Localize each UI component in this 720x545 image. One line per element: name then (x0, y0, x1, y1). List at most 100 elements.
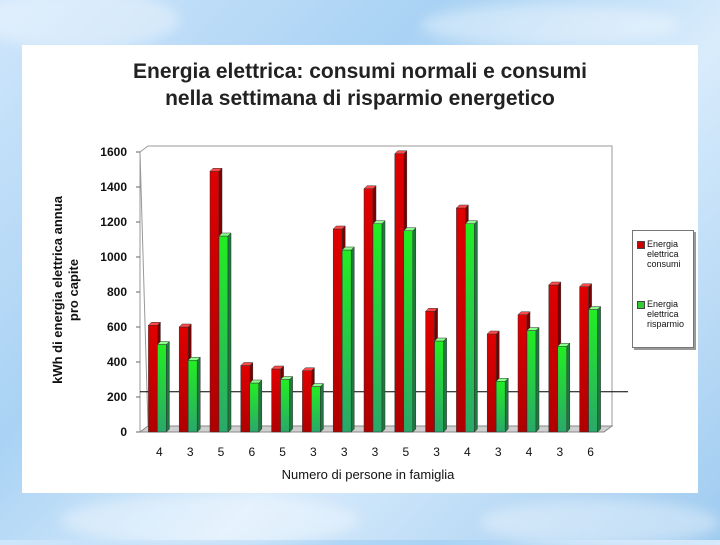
x-category-label: 5 (218, 445, 225, 459)
bar-risparmio-top (372, 220, 386, 224)
x-category-label: 3 (341, 445, 348, 459)
x-category-label: 6 (248, 445, 255, 459)
bar-risparmio-side (566, 342, 571, 433)
bar-risparmio-side (381, 220, 386, 433)
bar-risparmio (218, 232, 232, 433)
bar-risparmio-front (249, 382, 260, 433)
bar-risparmio-front (341, 249, 352, 433)
bar-risparmio-front (218, 235, 229, 433)
y-tick-label: 1200 (100, 215, 127, 229)
legend: Energia elettrica consumi Energia elettr… (632, 230, 694, 348)
bar-risparmio-side (412, 227, 417, 433)
x-category-label: 4 (156, 445, 163, 459)
bar-consumi-top (578, 283, 593, 287)
bar-risparmio-front (403, 230, 414, 433)
bar-risparmio-side (196, 356, 201, 433)
bar-risparmio-top (218, 232, 232, 237)
x-category-label: 5 (279, 445, 286, 459)
bar-consumi-top (209, 168, 223, 172)
bar-risparmio-side (597, 305, 601, 433)
bar-consumi-front (579, 286, 589, 433)
bar-risparmio-side (258, 379, 263, 433)
bar-consumi-front (394, 153, 405, 433)
y-tick-label: 400 (107, 355, 127, 369)
bar-risparmio-front (526, 330, 537, 433)
bar-risparmio-top (249, 379, 263, 384)
bar-consumi-top (240, 362, 254, 366)
x-category-label: 6 (587, 445, 594, 459)
bar-risparmio-side (504, 377, 509, 433)
bar-consumi-top (178, 323, 192, 328)
bar-risparmio (557, 342, 571, 433)
bar-consumi-front (425, 311, 435, 433)
legend-consumi-line-3: consumi (647, 259, 681, 269)
bar-risparmio-side (320, 382, 324, 433)
bar-risparmio-side (289, 375, 293, 433)
bar-consumi-front (271, 368, 281, 433)
bar-risparmio-side (166, 340, 170, 433)
bar-consumi-top (332, 225, 346, 230)
legend-swatch-consumi (637, 241, 645, 249)
bar-consumi-front (148, 325, 158, 433)
bar-risparmio-side (474, 220, 478, 433)
bar-consumi-top (486, 330, 500, 335)
bar-risparmio (495, 377, 509, 433)
bar-consumi-top (394, 150, 408, 154)
bar-consumi-top (301, 367, 316, 371)
bar-risparmio (310, 382, 325, 433)
bar-risparmio-top (341, 246, 355, 251)
chart-title-line-2: nella settimana di risparmio energetico (165, 87, 555, 110)
bar-risparmio-top (557, 343, 571, 347)
bar-risparmio-front (557, 346, 568, 433)
bar-consumi-top (455, 204, 470, 209)
bar-consumi-front (456, 207, 466, 433)
bar-risparmio (249, 379, 263, 433)
bar-consumi-front (548, 284, 559, 433)
legend-risparmio-line-1: Energia (647, 299, 679, 309)
x-category-label: 5 (402, 445, 409, 459)
bar-risparmio (403, 227, 417, 433)
y-axis-label-line-1: kWh di energia elettrica annua (50, 195, 65, 384)
bar-risparmio-front (495, 381, 506, 433)
bar-consumi-front (363, 188, 374, 433)
bar-consumi-top (363, 185, 377, 189)
bar-risparmio (372, 220, 386, 433)
bar-risparmio (279, 375, 294, 433)
bar-risparmio-front (434, 340, 444, 433)
x-category-label: 4 (526, 445, 533, 459)
y-tick-label: 600 (107, 320, 127, 334)
x-category-label: 3 (372, 445, 379, 459)
x-category-label: 3 (556, 445, 563, 459)
bar-risparmio (464, 220, 479, 433)
bar-consumi-top (270, 365, 285, 370)
y-tick-label: 1400 (100, 180, 127, 194)
bar-risparmio-side (227, 232, 232, 433)
y-tick-label: 1600 (100, 145, 127, 159)
bar-risparmio-top (433, 337, 448, 342)
bar-risparmio-front (280, 379, 290, 433)
bar-risparmio-side (535, 326, 540, 433)
bar-risparmio-front (372, 223, 383, 433)
x-category-label: 4 (464, 445, 471, 459)
bar-risparmio (156, 340, 171, 433)
bar-consumi-front (517, 314, 528, 433)
bar-consumi-front (486, 333, 497, 433)
bar-risparmio (433, 337, 448, 433)
bar-consumi-top (147, 322, 162, 326)
bar-consumi-top (548, 281, 562, 286)
bar-consumi-front (209, 171, 220, 433)
bar-risparmio-front (465, 223, 475, 433)
bar-consumi-top (517, 311, 531, 315)
bar-consumi-front (178, 326, 189, 433)
y-tick-label: 0 (120, 425, 127, 439)
bar-risparmio (187, 356, 201, 433)
x-category-label: 3 (310, 445, 317, 459)
x-category-label: 3 (187, 445, 194, 459)
bar-risparmio-top (187, 357, 201, 361)
bar-risparmio-side (350, 246, 355, 433)
bar-risparmio (587, 305, 602, 433)
bar-consumi-top (424, 308, 439, 312)
bar-consumi-front (332, 228, 343, 433)
bar-risparmio-top (495, 378, 509, 382)
y-tick-label: 1000 (100, 250, 127, 264)
